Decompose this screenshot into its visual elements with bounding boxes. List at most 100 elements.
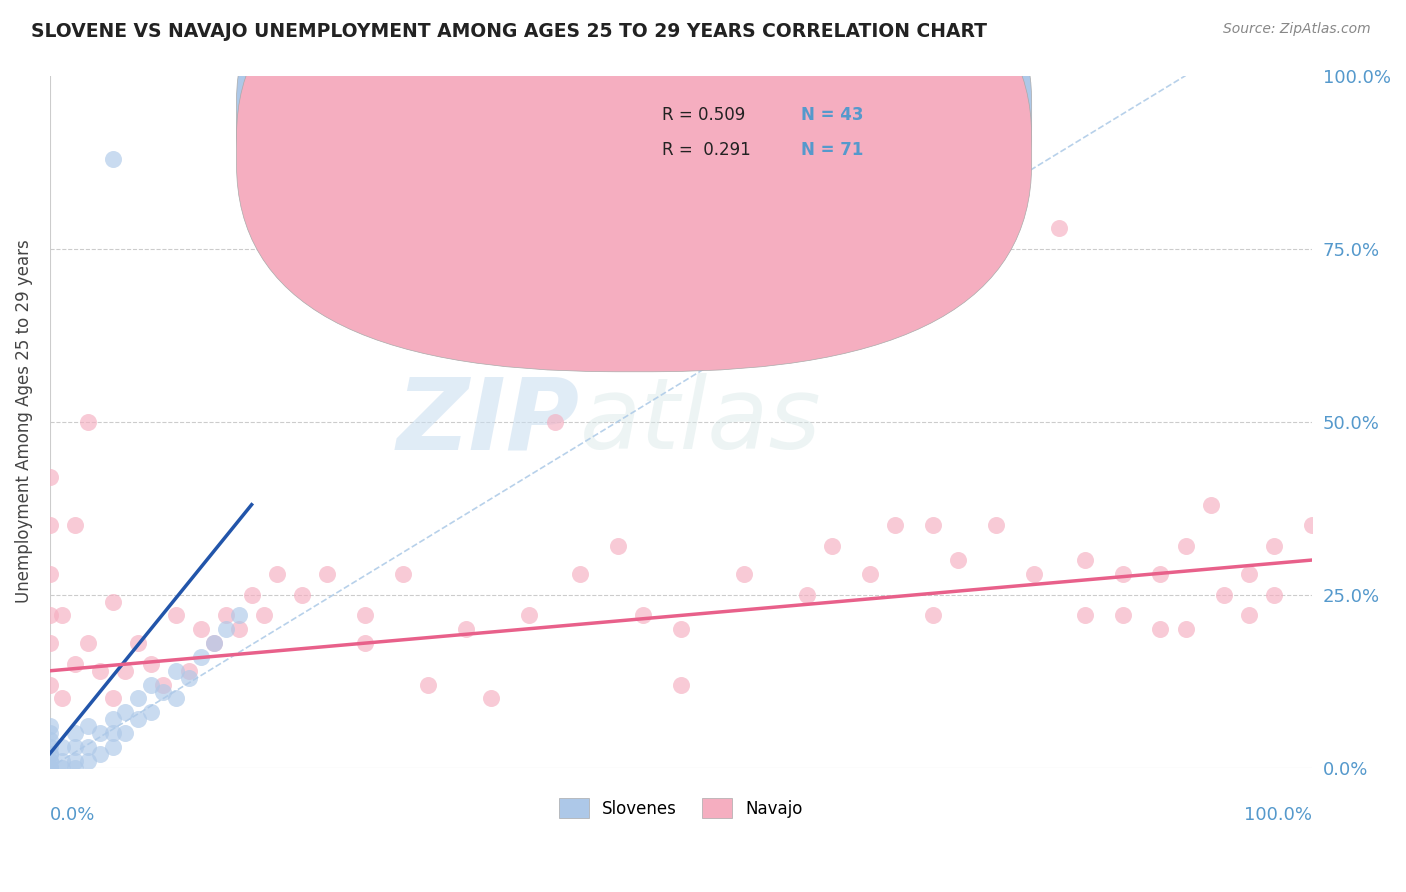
Point: [1149, 622, 1171, 636]
Text: R =  0.291: R = 0.291: [662, 141, 751, 159]
Text: N = 43: N = 43: [800, 106, 863, 124]
Point: [202, 636, 225, 650]
Point: [127, 636, 149, 650]
Point: [101, 739, 124, 754]
Point: [1199, 498, 1222, 512]
Point: [1301, 518, 1323, 533]
Point: [51, 754, 73, 768]
Point: [38, 678, 60, 692]
Text: 100.0%: 100.0%: [1244, 805, 1312, 824]
Point: [190, 649, 212, 664]
Point: [215, 608, 238, 623]
Point: [63, 754, 86, 768]
Point: [38, 747, 60, 761]
Point: [76, 754, 98, 768]
Point: [1111, 608, 1133, 623]
Text: N = 71: N = 71: [800, 141, 863, 159]
Point: [76, 415, 98, 429]
Point: [89, 747, 111, 761]
Point: [1237, 608, 1260, 623]
Point: [177, 664, 200, 678]
FancyBboxPatch shape: [605, 93, 901, 172]
Point: [758, 262, 780, 277]
Point: [266, 566, 288, 581]
Point: [101, 712, 124, 726]
Point: [38, 761, 60, 775]
Point: [38, 636, 60, 650]
Point: [291, 588, 314, 602]
Point: [517, 608, 540, 623]
Point: [1212, 588, 1234, 602]
Point: [101, 691, 124, 706]
Point: [1237, 566, 1260, 581]
Text: R = 0.509: R = 0.509: [662, 106, 745, 124]
Point: [859, 566, 882, 581]
Point: [669, 678, 692, 692]
Point: [38, 754, 60, 768]
Point: [38, 608, 60, 623]
Point: [606, 539, 628, 553]
Point: [63, 761, 86, 775]
Point: [63, 726, 86, 740]
Point: [354, 636, 377, 650]
Point: [38, 733, 60, 747]
Point: [101, 152, 124, 166]
Point: [1174, 539, 1197, 553]
Point: [392, 566, 415, 581]
Text: ZIP: ZIP: [396, 373, 579, 470]
Point: [152, 684, 174, 698]
Point: [316, 566, 339, 581]
Point: [63, 518, 86, 533]
Point: [543, 415, 565, 429]
Point: [63, 657, 86, 671]
Point: [1174, 622, 1197, 636]
Point: [38, 761, 60, 775]
Point: [1111, 566, 1133, 581]
Point: [38, 747, 60, 761]
Point: [38, 739, 60, 754]
Point: [38, 518, 60, 533]
Point: [76, 719, 98, 733]
Point: [215, 622, 238, 636]
Point: [1263, 588, 1285, 602]
Point: [165, 691, 187, 706]
Point: [228, 622, 250, 636]
Point: [101, 726, 124, 740]
Point: [139, 657, 162, 671]
Point: [114, 706, 136, 720]
Point: [76, 739, 98, 754]
Point: [568, 566, 591, 581]
Point: [165, 608, 187, 623]
Point: [986, 518, 1008, 533]
FancyBboxPatch shape: [236, 0, 1032, 372]
Point: [127, 712, 149, 726]
Point: [481, 691, 503, 706]
Point: [240, 588, 263, 602]
Legend: Slovenes, Navajo: Slovenes, Navajo: [558, 797, 803, 818]
Point: [51, 761, 73, 775]
Point: [177, 671, 200, 685]
Point: [884, 518, 907, 533]
Point: [114, 664, 136, 678]
Point: [669, 622, 692, 636]
Point: [38, 761, 60, 775]
Y-axis label: Unemployment Among Ages 25 to 29 years: Unemployment Among Ages 25 to 29 years: [15, 240, 32, 604]
Point: [354, 608, 377, 623]
Point: [1049, 220, 1071, 235]
Point: [922, 608, 945, 623]
Point: [631, 608, 654, 623]
Point: [38, 761, 60, 775]
Point: [89, 664, 111, 678]
Text: Source: ZipAtlas.com: Source: ZipAtlas.com: [1223, 22, 1371, 37]
Point: [228, 608, 250, 623]
Point: [1024, 566, 1046, 581]
Text: 0.0%: 0.0%: [49, 805, 96, 824]
Point: [127, 691, 149, 706]
Point: [821, 539, 844, 553]
Point: [948, 553, 970, 567]
Point: [152, 678, 174, 692]
Point: [922, 518, 945, 533]
Point: [796, 588, 818, 602]
Point: [51, 691, 73, 706]
Point: [1073, 608, 1095, 623]
